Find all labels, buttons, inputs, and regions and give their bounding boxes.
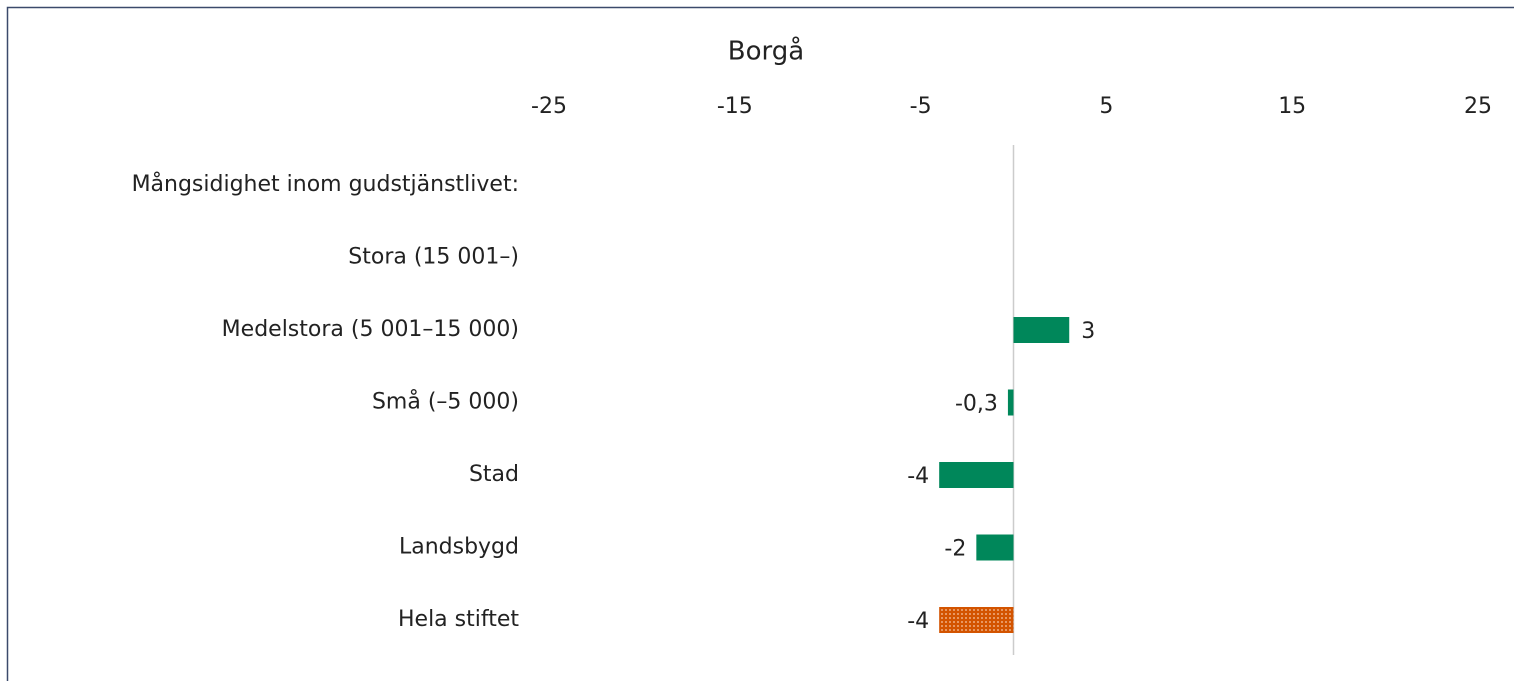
value-label: -4 bbox=[907, 609, 929, 634]
bar bbox=[1013, 317, 1070, 343]
value-label: -4 bbox=[907, 464, 929, 489]
y-tick-label: Stad bbox=[469, 462, 519, 487]
y-tick-label: Medelstora (5 001–15 000) bbox=[222, 317, 519, 342]
frame bbox=[6, 6, 1514, 681]
x-tick-label: -5 bbox=[910, 94, 932, 119]
y-tick-label: Stora (15 001–) bbox=[348, 245, 519, 270]
x-tick-label: 15 bbox=[1278, 94, 1306, 119]
chart-title: Borgå bbox=[728, 36, 804, 67]
x-tick-label: 25 bbox=[1464, 94, 1492, 119]
y-tick-label: Mångsidighet inom gudstjänstlivet: bbox=[132, 171, 519, 197]
y-tick-label: Hela stiftet bbox=[398, 607, 519, 632]
y-tick-label: Små (–5 000) bbox=[372, 389, 519, 415]
bar bbox=[939, 462, 1014, 488]
x-tick-label: 5 bbox=[1099, 94, 1113, 119]
value-label: -2 bbox=[944, 537, 966, 562]
y-tick-label: Landsbygd bbox=[399, 535, 519, 560]
x-tick-label: -25 bbox=[531, 94, 567, 119]
x-tick-label: -15 bbox=[717, 94, 753, 119]
bar bbox=[976, 534, 1014, 561]
bar bbox=[1007, 389, 1014, 416]
value-label: -0,3 bbox=[955, 392, 998, 417]
value-label: 3 bbox=[1081, 319, 1095, 344]
bar bbox=[939, 607, 1014, 633]
